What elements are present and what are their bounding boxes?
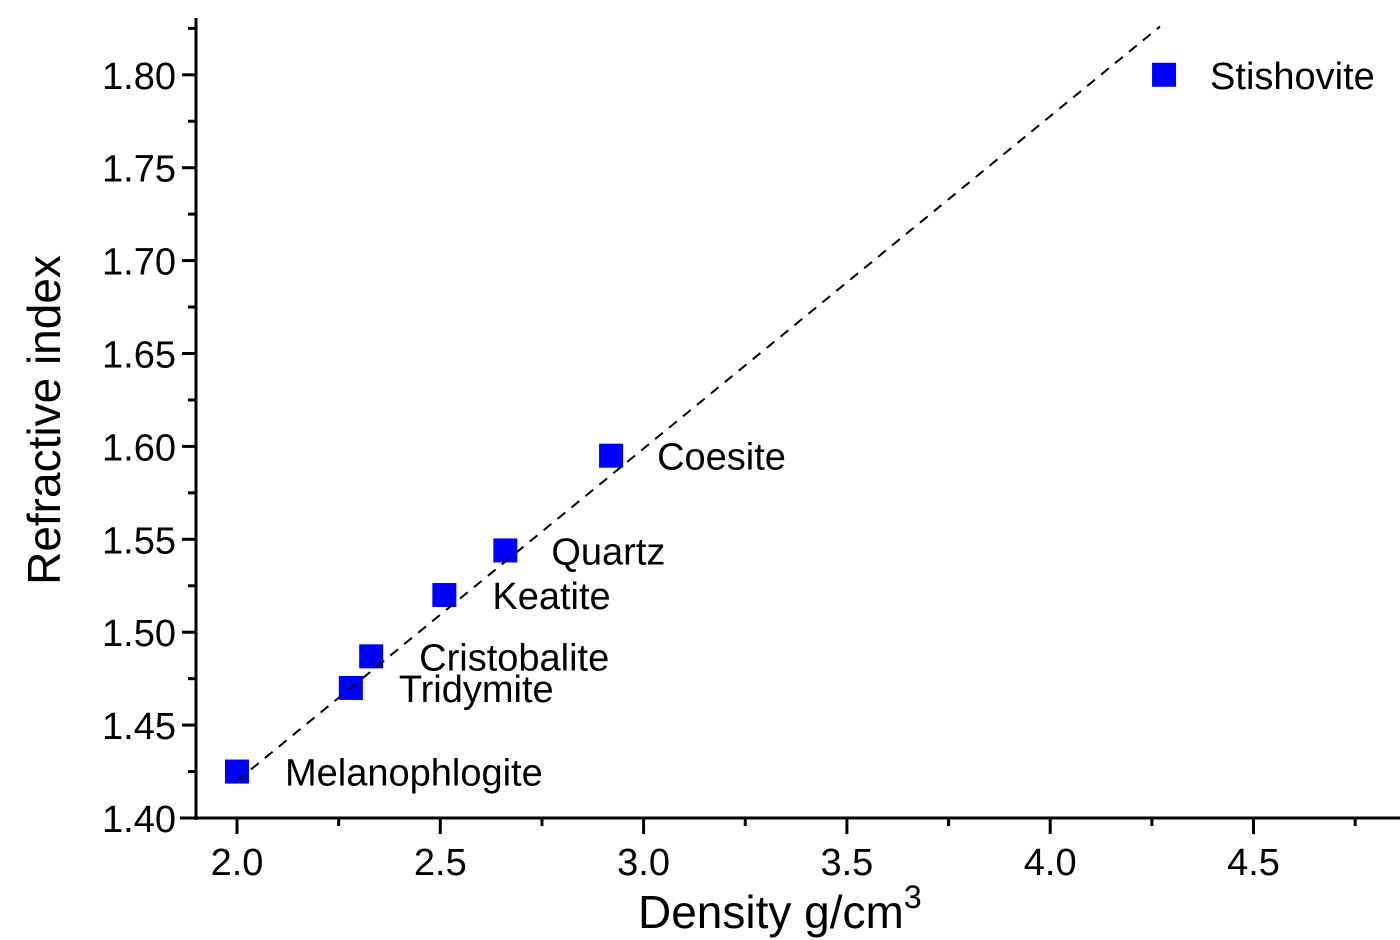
point-label-coesite: Coesite [657, 437, 786, 479]
x-tick-label: 3.5 [820, 842, 873, 884]
point-label-quartz: Quartz [551, 531, 665, 573]
axes: 1.40 1.45 1.50 1.55 1.60 1.65 1.70 1.75 1.80 2.0 2… [102, 18, 1400, 884]
point-label-melanophlogite: Melanophlogite [285, 753, 543, 795]
x-axis-title: Density g/cm3 [638, 879, 922, 938]
x-axis-title-text: Density g/cm [638, 886, 904, 938]
data-point-coesite [599, 443, 624, 468]
data-point-quartz [493, 538, 518, 563]
y-tick-label: 1.70 [102, 242, 176, 284]
point-label-cristobalite: Cristobalite [419, 637, 609, 679]
x-tick-label: 4.5 [1227, 842, 1280, 884]
fit-line [236, 25, 1161, 782]
y-tick-label: 1.75 [102, 149, 176, 191]
y-tick-label: 1.60 [102, 427, 176, 469]
data-point-keatite [432, 583, 457, 608]
x-tick-label: 4.0 [1024, 842, 1077, 884]
point-label-stishovite: Stishovite [1210, 56, 1375, 98]
y-tick-label: 1.55 [102, 520, 176, 562]
fit-line-group [236, 25, 1161, 782]
x-tick-label: 2.0 [211, 842, 264, 884]
y-tick-label: 1.40 [102, 799, 176, 841]
y-tick-label: 1.80 [102, 56, 176, 98]
data-point-stishovite [1152, 62, 1177, 87]
x-tick-label: 2.5 [414, 842, 467, 884]
y-axis-title: Refractive index [18, 255, 70, 585]
data-points [225, 62, 1177, 784]
y-tick-label: 1.50 [102, 613, 176, 655]
y-tick-label: 1.45 [102, 706, 176, 748]
y-tick-label: 1.65 [102, 335, 176, 377]
point-label-tridymite: Tridymite [399, 669, 554, 711]
x-axis-title-superscript: 3 [904, 879, 922, 915]
x-tick-label: 3.0 [617, 842, 670, 884]
point-label-keatite: Keatite [492, 576, 610, 618]
